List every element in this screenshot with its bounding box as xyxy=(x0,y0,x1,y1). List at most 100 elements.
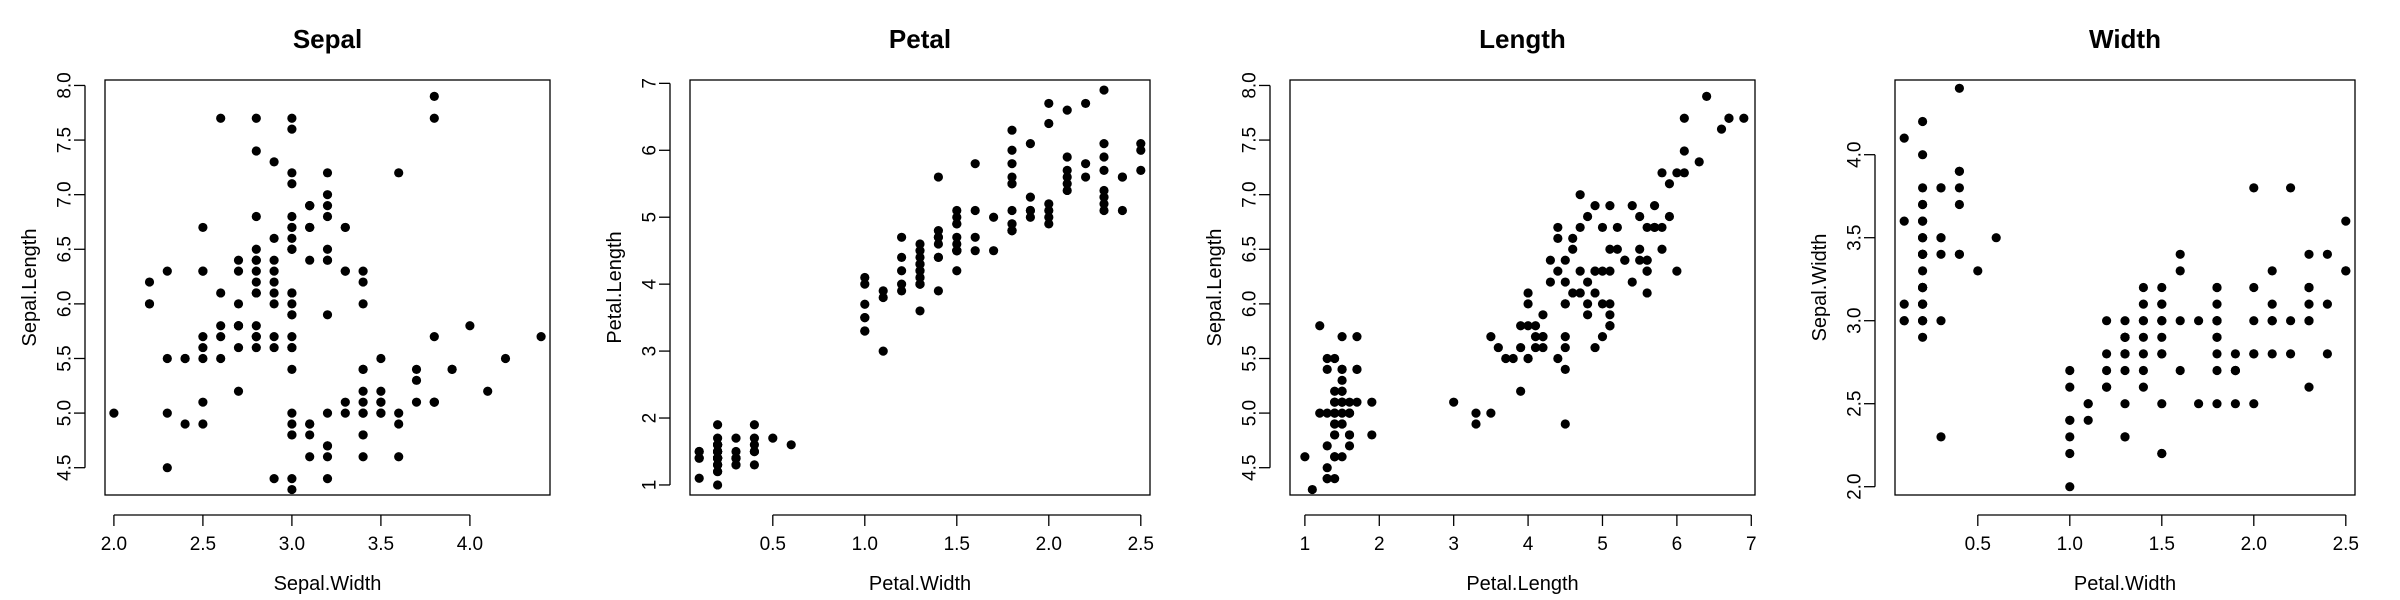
x-tick-label: 2.0 xyxy=(1036,534,1062,555)
data-point xyxy=(713,446,723,457)
data-point xyxy=(287,332,297,342)
data-point xyxy=(2194,399,2204,409)
data-point xyxy=(1099,138,1109,149)
y-axis-label: Sepal.Width xyxy=(1809,234,1831,342)
data-point xyxy=(1679,113,1689,123)
data-point xyxy=(749,440,760,450)
data-point xyxy=(1007,145,1017,155)
data-point xyxy=(1322,441,1332,451)
data-point xyxy=(2267,316,2277,326)
data-point xyxy=(1493,342,1503,353)
data-point xyxy=(1062,185,1072,196)
data-point xyxy=(2304,249,2314,259)
data-point xyxy=(1575,222,1585,233)
data-point xyxy=(2138,299,2148,309)
data-point xyxy=(897,252,907,262)
data-point xyxy=(1322,463,1332,473)
data-point xyxy=(322,255,333,265)
data-point xyxy=(860,272,870,283)
data-point xyxy=(1918,233,1928,243)
data-point xyxy=(1612,244,1622,254)
x-tick-label: 2.0 xyxy=(101,534,127,555)
data-point xyxy=(1954,199,1964,210)
data-point xyxy=(2065,365,2075,376)
data-point xyxy=(1322,364,1332,375)
data-point xyxy=(713,440,723,450)
data-point xyxy=(1635,244,1645,254)
data-point xyxy=(2138,382,2148,392)
data-point xyxy=(1545,255,1555,265)
data-point xyxy=(2341,266,2351,276)
data-point xyxy=(2249,399,2259,409)
y-tick-label: 5 xyxy=(640,212,661,223)
data-point xyxy=(1560,342,1570,353)
data-point xyxy=(2249,282,2259,293)
data-point xyxy=(1583,299,1593,309)
data-point xyxy=(1694,157,1704,167)
data-point xyxy=(1044,98,1054,109)
data-point xyxy=(915,252,925,262)
data-point xyxy=(1936,249,1946,259)
data-point xyxy=(970,232,980,242)
data-point xyxy=(1007,205,1017,216)
data-point xyxy=(1899,133,1909,143)
data-point xyxy=(1973,266,1983,276)
data-point xyxy=(915,279,925,289)
data-point xyxy=(2341,216,2351,226)
data-point xyxy=(2230,399,2240,409)
data-point xyxy=(1367,430,1377,440)
data-point xyxy=(1025,212,1035,222)
data-point xyxy=(2102,316,2112,326)
data-point xyxy=(1352,397,1362,407)
x-tick-label: 1.0 xyxy=(2057,534,2083,555)
data-point xyxy=(1523,321,1533,331)
x-tick-label: 3.0 xyxy=(279,534,305,555)
data-point xyxy=(1007,226,1017,236)
data-point xyxy=(1590,342,1600,353)
data-point xyxy=(1044,205,1054,216)
data-point xyxy=(1344,441,1355,451)
data-point xyxy=(1044,118,1054,129)
data-point xyxy=(1099,199,1109,209)
data-point xyxy=(1605,299,1615,309)
x-tick-label: 3 xyxy=(1448,534,1459,555)
data-point xyxy=(1337,332,1347,342)
data-point xyxy=(1486,332,1496,342)
y-tick-label: 3 xyxy=(640,346,661,357)
data-point xyxy=(2322,299,2332,309)
data-point xyxy=(1136,138,1146,149)
data-point xyxy=(1642,255,1652,265)
plot-frame xyxy=(689,79,1151,496)
data-point xyxy=(915,259,925,269)
data-point xyxy=(731,446,741,457)
data-point xyxy=(915,246,925,256)
data-point xyxy=(2267,349,2277,359)
data-point xyxy=(933,226,944,236)
data-point xyxy=(2138,365,2148,376)
x-axis-label: Petal.Width xyxy=(2074,573,2176,595)
y-axis-label: Sepal.Length xyxy=(19,229,41,347)
data-point xyxy=(2212,349,2222,359)
data-point xyxy=(1007,125,1017,135)
data-point xyxy=(2138,282,2148,293)
x-tick-label: 4 xyxy=(1523,534,1534,555)
data-point xyxy=(1657,244,1667,254)
data-point xyxy=(1918,216,1928,226)
data-point xyxy=(1605,266,1615,276)
data-point xyxy=(322,211,333,222)
data-point xyxy=(394,408,404,418)
data-point xyxy=(1918,282,1928,293)
data-point xyxy=(1007,179,1017,189)
data-point xyxy=(2065,432,2075,442)
data-point xyxy=(1918,332,1928,342)
chart-title: Length xyxy=(1479,24,1566,54)
data-point xyxy=(1575,288,1585,298)
data-point xyxy=(1538,342,1548,353)
y-tick-label: 6.5 xyxy=(55,236,76,262)
data-point xyxy=(2286,349,2296,359)
data-point xyxy=(322,244,333,254)
y-tick-label: 2.5 xyxy=(1845,390,1866,416)
data-point xyxy=(305,452,315,462)
data-point xyxy=(1560,332,1570,342)
data-point xyxy=(376,408,386,418)
